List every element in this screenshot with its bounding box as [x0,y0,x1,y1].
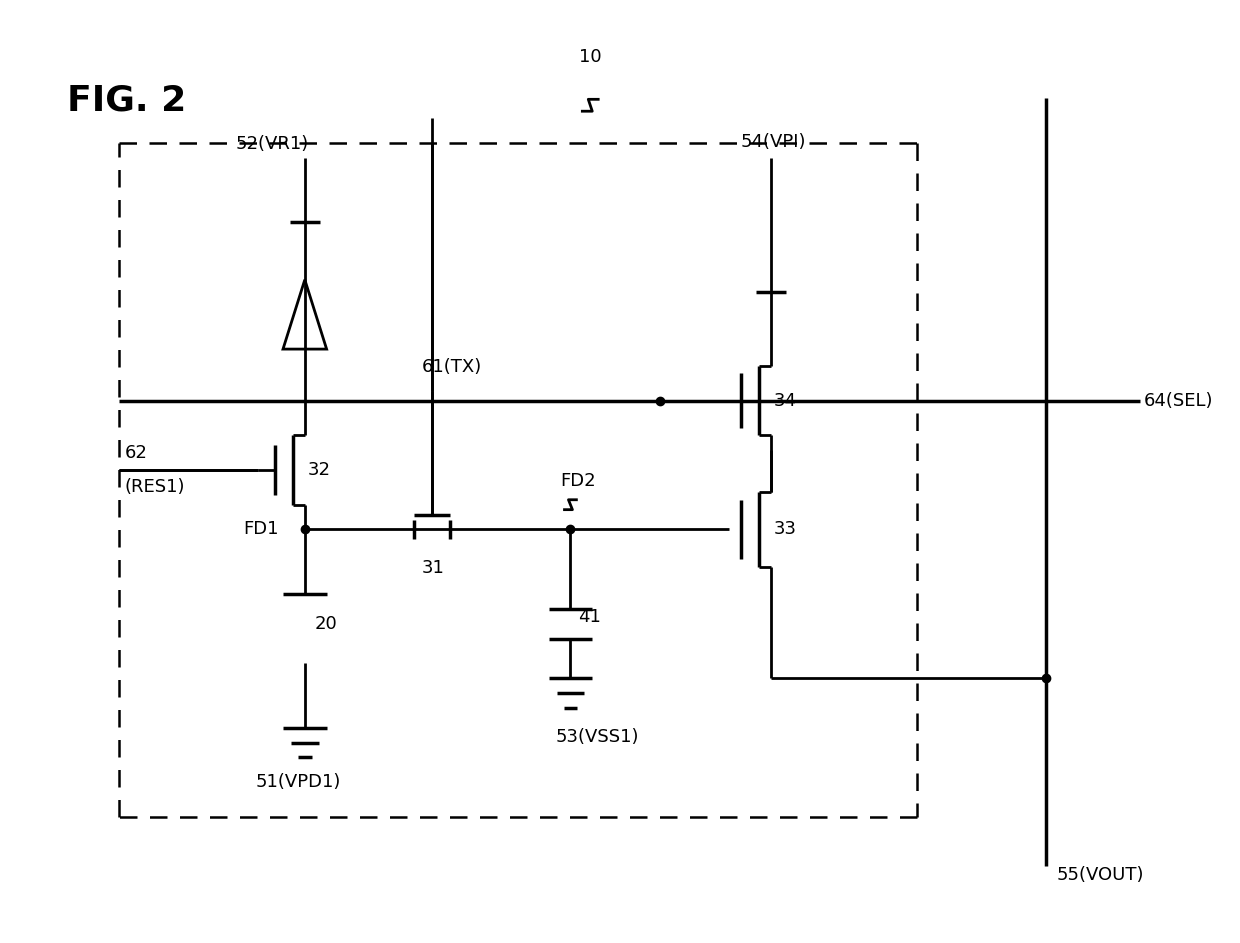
Text: FD1: FD1 [243,521,279,538]
Text: 62: 62 [124,444,148,462]
Text: 10: 10 [579,47,601,66]
Text: FIG. 2: FIG. 2 [67,84,186,118]
Text: 52(VR1): 52(VR1) [236,135,309,153]
Text: 32: 32 [308,461,331,479]
Text: 53(VSS1): 53(VSS1) [556,728,639,746]
Text: 61(TX): 61(TX) [422,357,482,376]
Text: 55(VOUT): 55(VOUT) [1056,867,1143,885]
Text: 41: 41 [578,607,601,626]
Text: FD2: FD2 [560,472,596,489]
Text: 33: 33 [774,521,796,538]
Text: 20: 20 [315,615,337,633]
Text: 54(VPI): 54(VPI) [742,133,806,151]
Text: 31: 31 [422,559,445,577]
Text: 51(VPD1): 51(VPD1) [255,773,341,791]
Text: (RES1): (RES1) [124,478,185,496]
Text: 34: 34 [774,391,796,409]
Text: 64(SEL): 64(SEL) [1143,391,1213,409]
